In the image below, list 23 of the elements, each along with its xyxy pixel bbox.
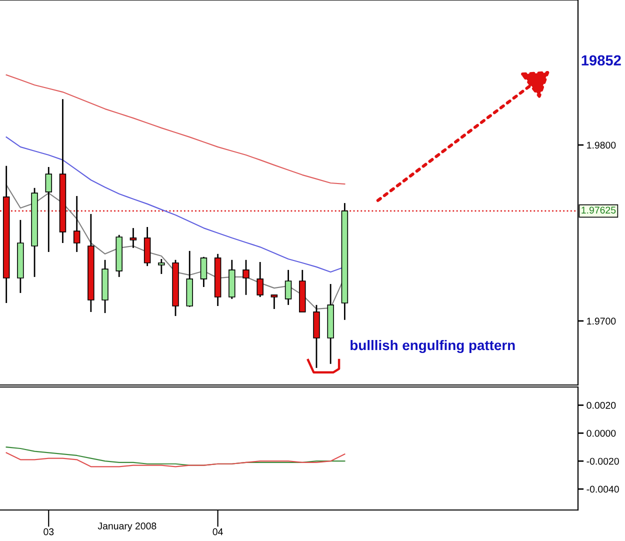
x-tick-label: 04 <box>212 528 223 536</box>
candlestick <box>73 195 80 253</box>
candlestick <box>242 259 250 296</box>
candlestick <box>270 294 278 310</box>
candlestick <box>158 258 165 275</box>
y-tick-label: 1.9800 <box>587 142 616 149</box>
candlestick <box>130 227 137 249</box>
candlestick <box>284 269 292 306</box>
candlestick <box>200 256 208 288</box>
x-tick-label: 03 <box>44 528 54 536</box>
y-tick-label: -0.0020 <box>586 458 619 465</box>
y-tick-label: 1.9700 <box>587 318 616 325</box>
y-tick-label: 0.0020 <box>586 402 616 409</box>
line-series <box>6 452 346 468</box>
y-tick-label: 0.0000 <box>586 430 616 437</box>
x-axis-title: January 2008 <box>98 522 156 532</box>
annotation: bulllish engulfing pattern <box>350 340 515 354</box>
text: 19852 <box>582 55 621 66</box>
y-tick-label: -0.0040 <box>586 486 619 493</box>
line-series <box>6 74 346 185</box>
candlestick <box>256 261 264 298</box>
ref-line-label: 1.97625 <box>582 206 616 214</box>
candlestick <box>45 166 52 253</box>
